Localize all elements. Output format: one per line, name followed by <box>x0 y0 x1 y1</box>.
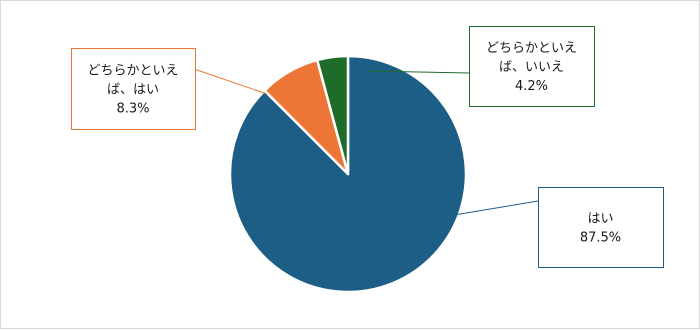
callout-box-dochira-iie <box>469 26 595 107</box>
callout-box-dochira-hai <box>71 48 196 130</box>
data-label-value-hai: 87.5% <box>580 231 621 246</box>
leader-line-dochira-iie <box>366 70 470 74</box>
data-label-value-dochira-hai: 8.3% <box>116 102 149 117</box>
data-label-category-dochira-iie: どちらかといえ <box>486 41 577 56</box>
callout-box-hai <box>538 187 664 268</box>
data-label-value-dochira-iie: 4.2% <box>515 79 548 94</box>
data-label-category-dochira-iie: ば、いいえ <box>499 60 564 75</box>
leader-line-hai <box>405 200 539 224</box>
data-label-category-hai: はい <box>587 212 613 227</box>
data-label-category-dochira-hai: どちらかといえ <box>87 64 178 79</box>
pie-slice-dochira-iie <box>315 54 350 176</box>
data-label-category-dochira-hai: ば、はい <box>107 83 159 98</box>
leader-line-dochira-hai <box>193 68 268 95</box>
